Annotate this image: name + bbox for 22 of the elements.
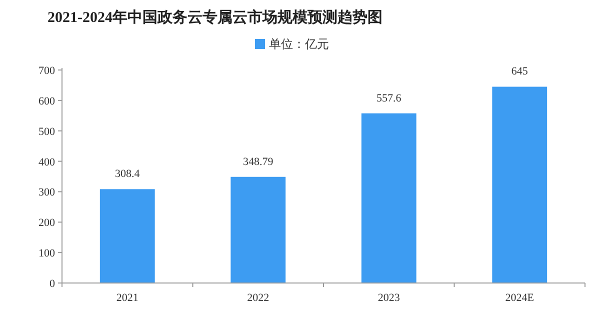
y-tick-label: 100 bbox=[38, 248, 56, 260]
y-tick-label: 300 bbox=[38, 186, 56, 199]
x-tick-label: 2024E bbox=[505, 292, 534, 304]
y-tick-label: 700 bbox=[38, 65, 56, 77]
y-tick-label: 400 bbox=[38, 156, 56, 168]
y-tick-label: 200 bbox=[38, 217, 56, 230]
x-tick-label: 2021 bbox=[116, 292, 138, 304]
bar bbox=[230, 176, 286, 283]
data-label: 348.79 bbox=[243, 156, 274, 168]
x-tick-label: 2023 bbox=[378, 292, 400, 304]
y-tick-label: 600 bbox=[38, 95, 56, 108]
bar bbox=[100, 189, 155, 283]
data-label: 557.6 bbox=[376, 92, 402, 104]
chart-title: 2021-2024年中国政务云专属云市场规模预测趋势图 bbox=[48, 8, 382, 26]
y-tick-label: 0 bbox=[50, 278, 56, 290]
x-tick-label: 2022 bbox=[247, 292, 270, 304]
bar bbox=[492, 86, 548, 283]
data-label: 645 bbox=[511, 66, 528, 78]
data-label: 308.4 bbox=[115, 168, 140, 180]
bar bbox=[361, 113, 416, 283]
y-tick-label: 500 bbox=[38, 126, 56, 138]
legend-label: 单位：亿元 bbox=[269, 37, 329, 51]
